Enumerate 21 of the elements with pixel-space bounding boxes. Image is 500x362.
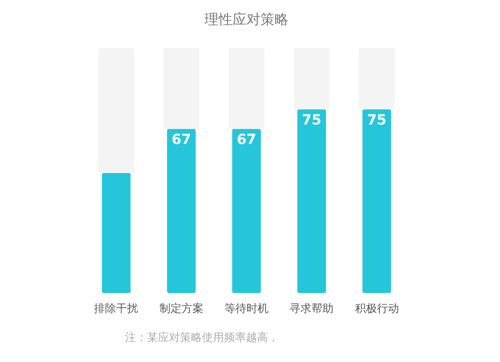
x-tick-label: 等待时机 <box>224 302 268 315</box>
data-label: 67 <box>236 132 256 148</box>
bar <box>228 48 264 129</box>
data-label: 75 <box>367 112 387 128</box>
x-tick-label: 积极行动 <box>354 302 399 315</box>
bar <box>294 48 330 110</box>
bar <box>167 128 196 293</box>
bar <box>297 109 326 293</box>
bar <box>232 128 261 293</box>
bar <box>362 109 392 293</box>
x-tick-label: 排除干扰 <box>94 302 138 315</box>
data-label: 67 <box>172 132 192 148</box>
bar <box>102 172 131 293</box>
x-tick-label: 制定方案 <box>159 302 204 315</box>
text: 注：某应对策略使用频率越高， <box>125 331 279 344</box>
data-label: 75 <box>302 112 322 128</box>
x-tick-label: 寻求帮助 <box>290 302 334 315</box>
bar <box>358 48 395 110</box>
bar <box>98 48 134 173</box>
chart-title: 理性应对策略 <box>204 12 288 28</box>
bar <box>163 48 200 129</box>
